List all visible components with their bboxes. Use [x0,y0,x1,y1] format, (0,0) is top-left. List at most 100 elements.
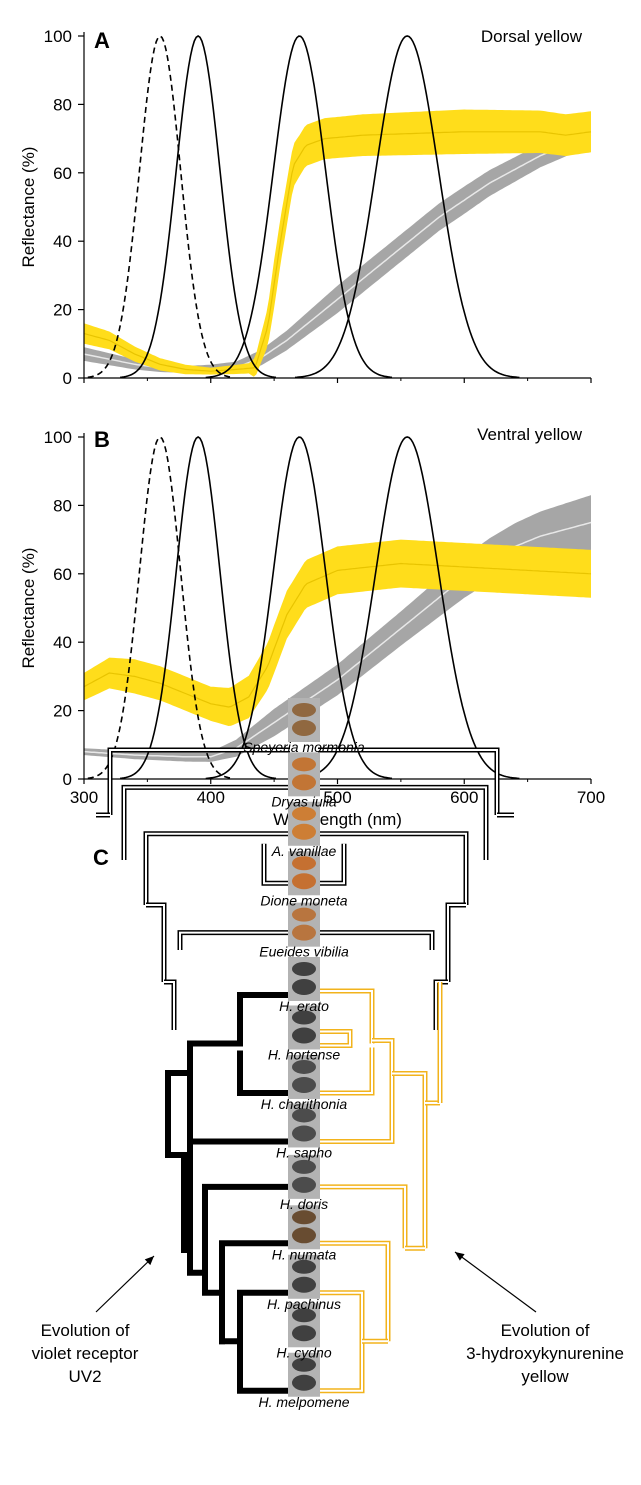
y-tick-label: 0 [63,770,72,789]
right-annotation: Evolution of 3-hydroxykynurenine yellow [466,1321,624,1386]
phylogeny-tree [96,747,514,1394]
wing-thumbnail-forewing [292,1059,316,1074]
wing-thumbnail-forewing [292,1357,316,1372]
right-annotation-line-3: yellow [521,1367,569,1386]
yellow-reflectance-mean-line [83,562,592,708]
tree-branch-outline [445,902,466,982]
tree-branch-inner [318,843,345,885]
tree-branch-inner [318,832,467,905]
panel-a-gray-band [83,124,592,375]
y-tick-label: 60 [53,565,72,584]
wing-thumbnail-forewing [292,1108,316,1123]
left-annotation: Evolution of violet receptor UV2 [32,1321,139,1386]
wing-thumbnail-hindwing [292,1027,316,1044]
tree-branch-outline [318,1184,408,1249]
wing-thumbnail-hindwing [292,1125,316,1142]
tree-branch-inner [435,981,448,1030]
tree-branch-inner [123,786,290,860]
x-tick-label: 400 [197,788,225,807]
left-arrow-head [144,1256,154,1266]
wing-thumbnail-hindwing [292,720,316,736]
gray-reflectance-band [84,124,591,375]
yellow-reflectance-mean-line [83,131,592,372]
taxon-label: H. charithonia [261,1096,348,1112]
y-tick-label: 40 [53,232,72,251]
yellow-reflectance-band [84,539,591,726]
receptor-curve-470 [205,35,393,379]
wing-thumbnail-hindwing [292,873,316,890]
y-tick-label: 80 [53,496,72,515]
y-tick-label: 20 [53,301,72,320]
panel-c-phylogeny: C Speyeria mormonia Dryas iulia A. vanilla… [32,698,624,1410]
tree-branch-inner [318,931,433,950]
receptor-curve-555 [294,436,520,780]
tree-branch-outline [392,1070,428,1249]
left-annotation-line-1: Evolution of [41,1321,130,1340]
wing-thumbnail-forewing [292,907,316,922]
y-tick-label: 80 [53,95,72,114]
tree-branch-outline [318,1028,353,1048]
tree-branch-inner [146,904,165,982]
tree-branch-solid [215,1030,243,1047]
taxon-label: H. hortense [268,1046,341,1062]
y-tick-label: 100 [44,27,72,46]
y-tick-label: 20 [53,702,72,721]
wing-thumbnail-forewing [292,1210,316,1225]
panel-b-letter: B [94,427,110,452]
panel-b: 0 20 40 60 80 100 B Ventral yellow Reflectanc… [19,425,605,829]
tree-branch-inner [318,989,373,1044]
tree-branch-solid [237,991,293,1037]
left-annotation-line-3: UV2 [68,1367,101,1386]
tree-branch-inner [145,832,290,905]
wing-thumbnail-forewing [292,806,316,821]
wing-thumbnail-hindwing [292,978,316,995]
panel-b-ylabel: Reflectance (%) [19,548,38,669]
tree-branch-inner [318,1242,389,1342]
tree-branch-solid [219,1240,293,1345]
yellow-reflectance-band [84,109,591,377]
panel-c-letter: C [93,845,109,870]
left-annotation-line-2: violet receptor [32,1344,139,1363]
wing-thumbnail-hindwing [292,1276,316,1293]
tree-branch-outline [164,979,177,1030]
receptor-curve-390 [120,35,277,379]
taxon-label: H. doris [280,1196,328,1212]
tree-branch-solid [165,1070,193,1158]
panel-b-gray-band [83,495,592,762]
wing-thumbnail-forewing [292,1308,316,1323]
y-tick-label: 60 [53,164,72,183]
tree-branch-inner [447,904,466,982]
taxon-label: H. sapho [276,1144,332,1160]
tree-branch-inner [318,1047,373,1094]
receptor-curve-555 [294,35,520,379]
tree-branch-solid [187,1138,208,1276]
tree-branch-inner [318,1030,351,1047]
taxon-label: H. pachinus [267,1296,341,1312]
x-tick-label: 500 [323,788,351,807]
panel-b-axes: 0 20 40 60 80 100 [44,428,592,789]
wing-thumbnail-forewing [292,757,316,772]
panel-a-receptor-curves [87,34,520,379]
tree-branch-inner [263,843,290,885]
taxon-label: Dione moneta [260,892,347,908]
x-tick-label: 300 [70,788,98,807]
taxon-label: A. vanillae [271,843,337,859]
tree-branch-inner [164,981,175,1030]
right-annotation-line-1: Evolution of [501,1321,590,1340]
wing-thumbnail-forewing [292,1259,316,1274]
wing-thumbnail-forewing [292,961,316,976]
y-tick-label: 0 [63,369,72,388]
tree-branch-inner [318,1185,406,1249]
x-tick-label: 600 [450,788,478,807]
taxon-label: H. cydno [276,1344,331,1360]
receptor-curve-360 [87,34,233,379]
right-annotation-line-2: 3-hydroxykynurenine [466,1344,624,1363]
annotation-arrows [95,1251,537,1313]
x-tick-label: 700 [577,788,605,807]
tree-branch-solid [237,1050,293,1096]
tree-branch-solid [202,1240,225,1296]
panel-a-label: Dorsal yellow [481,27,583,46]
panel-a-ylabel: Reflectance (%) [19,147,38,268]
wing-thumbnail-hindwing [292,1076,316,1093]
